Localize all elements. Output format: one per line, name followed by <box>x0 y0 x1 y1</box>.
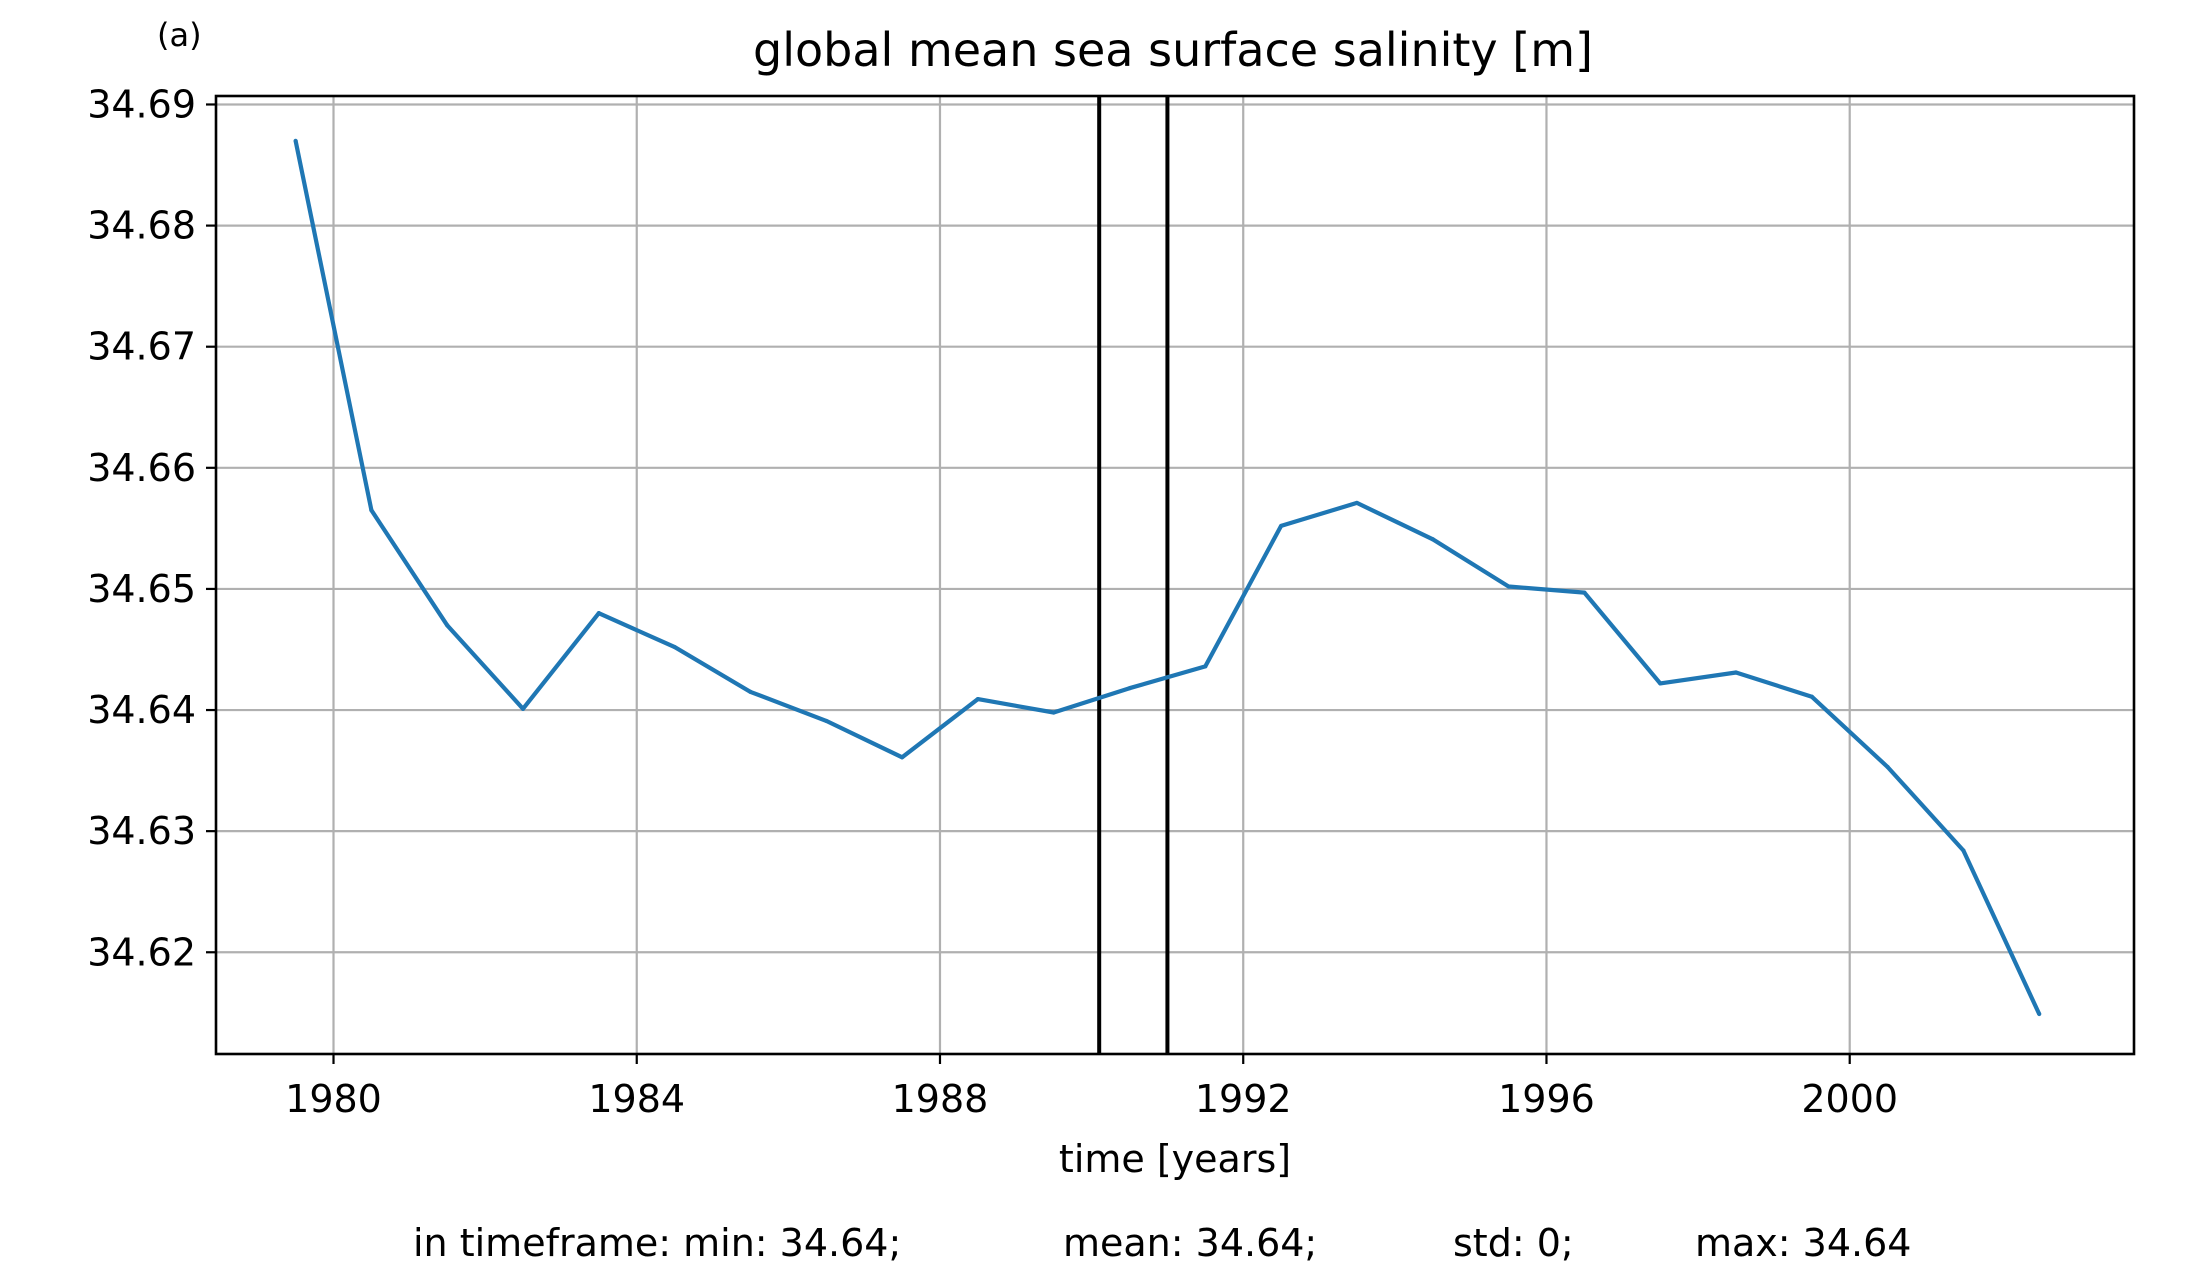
y-tick-label: 34.69 <box>87 82 196 126</box>
data-point <box>824 718 829 724</box>
data-point <box>975 697 980 702</box>
x-tick-label: 2000 <box>1801 1077 1898 1121</box>
y-tick-label: 34.66 <box>87 446 196 490</box>
data-point <box>1203 664 1208 669</box>
data-point <box>1885 764 1890 770</box>
y-tick-label: 34.62 <box>87 930 196 974</box>
series-line <box>293 140 2042 1015</box>
data-point <box>445 623 450 628</box>
data-point <box>899 755 905 760</box>
y-tick-label: 34.64 <box>87 688 196 732</box>
x-tick-label: 1988 <box>892 1077 989 1121</box>
plot-frame <box>214 94 2136 1056</box>
y-tick-label: 34.63 <box>87 809 196 853</box>
data-point <box>1051 710 1056 715</box>
y-tick-label: 34.68 <box>87 204 196 248</box>
data-point <box>1658 681 1663 686</box>
chart-title: global mean sea surface salinity [m] <box>753 23 1593 77</box>
y-tick-label: 34.67 <box>87 325 196 369</box>
footer-mean: mean: 34.64; <box>1063 1221 1317 1263</box>
series-layer <box>293 138 2042 1017</box>
x-tick-label: 1992 <box>1195 1077 1292 1121</box>
data-point <box>1279 523 1284 529</box>
data-point <box>1961 848 1966 853</box>
grid-layer <box>216 96 2134 1054</box>
data-point <box>1430 537 1435 542</box>
data-point <box>1733 670 1739 675</box>
panel-label: (a) <box>157 16 202 54</box>
data-point <box>1354 500 1360 506</box>
data-point <box>1127 686 1132 691</box>
y-tick-label: 34.65 <box>87 567 196 611</box>
x-axis-label: time [years] <box>1059 1137 1291 1181</box>
x-tick-label: 1980 <box>285 1077 382 1121</box>
data-point <box>1506 584 1511 589</box>
data-point <box>293 138 298 143</box>
data-point <box>2037 1011 2042 1017</box>
vertical-marker-lines <box>1097 96 1170 1054</box>
data-point <box>748 689 753 694</box>
tick-layer: 1980 1984 1988 1992 1996 2000 34.62 34.63 34.64 3… <box>87 82 1898 1121</box>
footer-std: std: 0; <box>1453 1221 1574 1263</box>
x-tick-label: 1984 <box>588 1077 685 1121</box>
data-point <box>520 706 526 711</box>
data-point <box>1809 694 1814 699</box>
data-point <box>369 508 374 513</box>
data-point <box>672 644 677 650</box>
data-point <box>596 611 601 616</box>
footer-stats: in timeframe: min: 34.64; mean: 34.64; s… <box>413 1221 1911 1265</box>
x-tick-label: 1996 <box>1498 1077 1595 1121</box>
footer-min: in timeframe: min: 34.64; <box>413 1221 901 1263</box>
footer-max: max: 34.64 <box>1695 1221 1911 1263</box>
data-point <box>1582 590 1587 595</box>
